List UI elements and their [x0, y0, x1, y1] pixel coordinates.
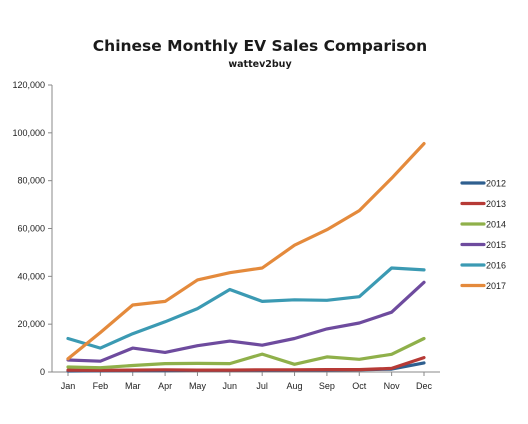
legend-label-2012: 2012	[486, 179, 506, 189]
series-lines	[66, 142, 426, 373]
x-tick-label: Sep	[319, 381, 335, 391]
y-tick-label: 60,000	[17, 224, 45, 234]
x-tick-label: Dec	[416, 381, 433, 391]
legend-label-2017: 2017	[486, 281, 506, 291]
series-line-2014	[66, 336, 426, 370]
x-tick-label: Mar	[125, 381, 141, 391]
x-tick-label: Jun	[223, 381, 238, 391]
y-tick-label: 120,000	[12, 80, 45, 90]
x-tick-label: Jan	[61, 381, 76, 391]
legend-label-2013: 2013	[486, 199, 506, 209]
chart-subtitle: wattev2buy	[228, 59, 292, 70]
y-tick-label: 40,000	[17, 271, 45, 281]
x-tick-label: Aug	[287, 381, 303, 391]
y-tick-label: 0	[40, 367, 45, 377]
series-line-2016	[66, 266, 426, 350]
legend-label-2014: 2014	[486, 220, 506, 230]
series-line-2013	[66, 356, 426, 372]
y-tick-label: 20,000	[17, 319, 45, 329]
x-tick-label: Nov	[384, 381, 401, 391]
y-tick-label: 100,000	[12, 128, 45, 138]
legend-label-2015: 2015	[486, 240, 506, 250]
x-tick-label: Oct	[352, 381, 367, 391]
series-line-2015	[66, 280, 426, 363]
x-tick-label: Feb	[93, 381, 109, 391]
legend: 2012 2013 2014 2015 2016 2017	[460, 179, 506, 291]
chart-title: Chinese Monthly EV Sales Comparison	[93, 37, 427, 55]
axes: 0 20,000 40,000 60,000 80,000 100,000 120,000 J…	[12, 80, 440, 391]
x-tick-label: Apr	[158, 381, 172, 391]
x-tick-label: Jul	[256, 381, 268, 391]
y-tick-label: 80,000	[17, 176, 45, 186]
x-tick-label: May	[189, 381, 207, 391]
series-line-2017	[66, 142, 426, 361]
legend-label-2016: 2016	[486, 261, 506, 271]
